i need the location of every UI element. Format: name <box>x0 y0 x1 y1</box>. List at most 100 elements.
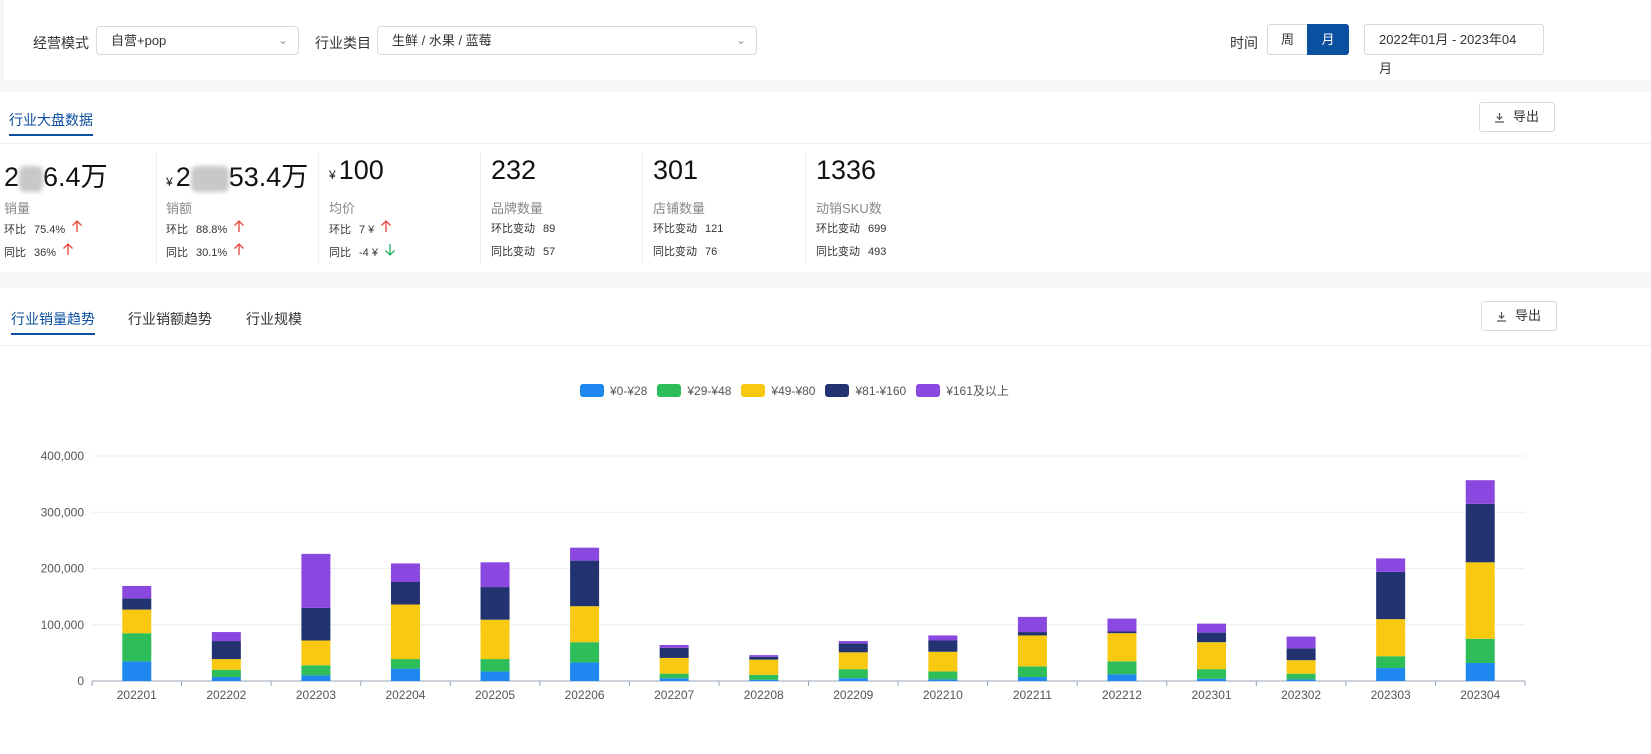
legend-item[interactable]: ¥49-¥80 <box>741 384 815 398</box>
bar-segment[interactable] <box>480 587 510 620</box>
bar-segment[interactable] <box>480 619 510 660</box>
bar-segment[interactable] <box>749 679 779 681</box>
bar-segment[interactable] <box>928 640 958 652</box>
bar-segment[interactable] <box>1465 663 1495 681</box>
bar-segment[interactable] <box>838 643 868 653</box>
bar-segment[interactable] <box>480 562 510 588</box>
bar-segment[interactable] <box>1197 632 1227 643</box>
bar-segment[interactable] <box>1107 674 1137 681</box>
bar-segment[interactable] <box>749 655 779 657</box>
bar-segment[interactable] <box>1465 503 1495 563</box>
bar-segment[interactable] <box>1286 660 1316 674</box>
redacted-mask <box>19 165 44 192</box>
bar-segment[interactable] <box>570 662 600 681</box>
bar-segment[interactable] <box>749 656 779 660</box>
bar-segment[interactable] <box>570 547 600 561</box>
bar-segment[interactable] <box>390 659 420 669</box>
bar-segment[interactable] <box>1107 633 1137 662</box>
legend-label: ¥49-¥80 <box>771 384 816 398</box>
mode-select[interactable]: 自营+pop ⌄ <box>96 26 299 55</box>
bar-segment[interactable] <box>570 642 600 663</box>
bar-segment[interactable] <box>1017 666 1047 678</box>
date-range-picker[interactable]: 2022年01月 - 2023年04月 <box>1364 24 1544 76</box>
bar-segment[interactable] <box>211 659 241 670</box>
bar-segment[interactable] <box>390 563 420 582</box>
legend-item[interactable]: ¥0-¥28 <box>580 384 647 398</box>
bar-segment[interactable] <box>1017 677 1047 681</box>
category-select[interactable]: 生鲜 / 水果 / 蓝莓 ⌄ <box>377 26 757 55</box>
legend-item[interactable]: ¥161及以上 <box>916 382 1009 399</box>
bar-segment[interactable] <box>928 679 958 681</box>
bar-segment[interactable] <box>390 668 420 681</box>
bar-segment[interactable] <box>211 669 241 678</box>
bar-segment[interactable] <box>480 659 510 672</box>
bar-segment[interactable] <box>1465 562 1495 639</box>
bar-segment[interactable] <box>122 661 152 681</box>
overview-export-button[interactable]: 导出 <box>1479 102 1555 132</box>
bar-segment[interactable] <box>749 659 779 675</box>
bar-segment[interactable] <box>390 582 420 605</box>
bar-segment[interactable] <box>838 678 868 681</box>
bar-segment[interactable] <box>122 585 152 599</box>
bar-segment[interactable] <box>570 606 600 643</box>
bar-segment[interactable] <box>838 669 868 679</box>
bar-segment[interactable] <box>301 665 331 676</box>
bar-segment[interactable] <box>659 678 689 681</box>
bar-segment[interactable] <box>122 598 152 610</box>
period-week-button[interactable]: 周 <box>1267 24 1308 55</box>
mode-select-value: 自营+pop <box>111 33 167 48</box>
bar-segment[interactable] <box>1376 619 1406 657</box>
bar-segment[interactable] <box>301 640 331 666</box>
bar-segment[interactable] <box>301 553 331 608</box>
bar-segment[interactable] <box>1465 480 1495 504</box>
bar-segment[interactable] <box>1197 669 1227 679</box>
legend-label: ¥29-¥48 <box>687 384 732 398</box>
bar-segment[interactable] <box>1197 678 1227 681</box>
tab-industry-scale[interactable]: 行业规模 <box>246 311 302 327</box>
bar-segment[interactable] <box>659 657 689 674</box>
bar-segment[interactable] <box>122 633 152 662</box>
bar-segment[interactable] <box>301 675 331 681</box>
trend-export-button[interactable]: 导出 <box>1481 301 1557 331</box>
bar-segment[interactable] <box>928 671 958 680</box>
bar-segment[interactable] <box>1197 642 1227 670</box>
bar-segment[interactable] <box>659 673 689 679</box>
bar-segment[interactable] <box>928 635 958 641</box>
bar-segment[interactable] <box>1107 661 1137 675</box>
bar-segment[interactable] <box>838 641 868 644</box>
bar-segment[interactable] <box>659 647 689 658</box>
bar-segment[interactable] <box>570 560 600 607</box>
bar-segment[interactable] <box>1376 571 1406 620</box>
tab-sales-amount-trend[interactable]: 行业销额趋势 <box>128 311 212 327</box>
bar-segment[interactable] <box>1107 631 1137 634</box>
bar-segment[interactable] <box>1286 636 1316 649</box>
bar-segment[interactable] <box>480 671 510 681</box>
bar-segment[interactable] <box>1286 679 1316 681</box>
bar-segment[interactable] <box>659 645 689 648</box>
legend-item[interactable]: ¥81-¥160 <box>825 384 906 398</box>
bar-segment[interactable] <box>1376 656 1406 669</box>
bar-segment[interactable] <box>211 677 241 681</box>
bar-segment[interactable] <box>928 651 958 672</box>
bar-segment[interactable] <box>1107 618 1137 632</box>
bar-segment[interactable] <box>1376 668 1406 681</box>
bar-segment[interactable] <box>1465 638 1495 663</box>
bar-segment[interactable] <box>838 652 868 670</box>
tab-sales-volume-trend[interactable]: 行业销量趋势 <box>11 309 95 335</box>
overview-title[interactable]: 行业大盘数据 <box>9 110 93 136</box>
bar-segment[interactable] <box>122 609 152 634</box>
bar-segment[interactable] <box>1286 648 1316 661</box>
bar-segment[interactable] <box>1017 635 1047 667</box>
bar-segment[interactable] <box>1017 632 1047 636</box>
period-month-button[interactable]: 月 <box>1307 24 1349 55</box>
bar-segment[interactable] <box>211 641 241 660</box>
bar-segment[interactable] <box>1197 623 1227 633</box>
bar-segment[interactable] <box>211 632 241 642</box>
bar-segment[interactable] <box>301 607 331 641</box>
bar-segment[interactable] <box>390 604 420 660</box>
bar-segment[interactable] <box>1017 616 1047 633</box>
bar-segment[interactable] <box>749 674 779 680</box>
legend-item[interactable]: ¥29-¥48 <box>657 384 731 398</box>
bar-segment[interactable] <box>1286 673 1316 680</box>
bar-segment[interactable] <box>1376 558 1406 572</box>
